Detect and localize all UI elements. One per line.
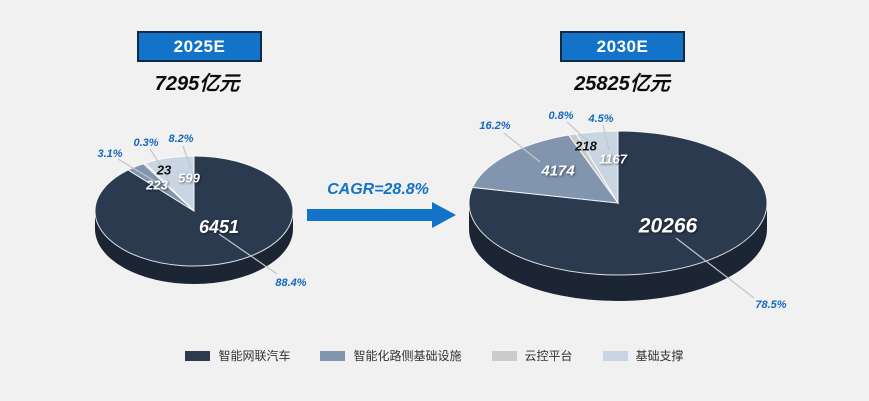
leader-line xyxy=(182,145,192,169)
market-size-2030: 25825亿元 xyxy=(574,73,670,95)
market-size-2025: 7295亿元 xyxy=(154,73,240,95)
slice-percent-label: 0.3% xyxy=(133,137,158,149)
slice-value-label: 223 xyxy=(145,178,168,193)
legend-item-label: 智能网联汽车 xyxy=(218,349,291,363)
legend-swatch-icon xyxy=(320,350,346,361)
legend: 智能网联汽车 智能化路侧基础设施 云控平台 基础支撑 xyxy=(0,347,869,364)
year-badge-2030: 2030E xyxy=(560,31,685,62)
pie-slice-智能化路侧基础设施 xyxy=(471,134,620,204)
legend-item-label: 智能化路侧基础设施 xyxy=(353,349,462,363)
leader-line xyxy=(566,121,589,142)
pie-slice-基础支撑 xyxy=(144,155,195,213)
slice-value-label: 4174 xyxy=(540,163,575,180)
slice-percent-label: 16.2% xyxy=(479,120,510,132)
slice-value-label: 599 xyxy=(178,171,200,186)
cagr-arrow-icon xyxy=(307,202,456,228)
slice-percent-label: 0.8% xyxy=(548,110,573,122)
slice-percent-label: 3.1% xyxy=(97,148,122,160)
pie-side-wall xyxy=(95,211,293,284)
legend-item-2: 云控平台 xyxy=(491,347,573,364)
leader-line xyxy=(218,233,278,275)
slice-percent-label: 78.5% xyxy=(755,299,786,311)
slice-value-label: 6451 xyxy=(199,217,239,237)
pie-side-wall xyxy=(469,203,767,301)
leader-line xyxy=(149,148,169,178)
slice-percent-label: 4.5% xyxy=(587,113,613,125)
slice-percent-label: 88.4% xyxy=(275,277,306,289)
legend-item-3: 基础支撑 xyxy=(602,347,684,364)
legend-item-1: 智能化路侧基础设施 xyxy=(320,347,462,364)
pie-slice-智能网联汽车 xyxy=(468,130,768,276)
legend-item-0: 智能网联汽车 xyxy=(185,347,290,364)
cagr-label: CAGR=28.8% xyxy=(327,181,429,198)
leader-line xyxy=(675,237,755,299)
legend-swatch-icon xyxy=(602,350,628,361)
slice-value-label: 218 xyxy=(574,139,597,154)
leader-line xyxy=(602,124,610,151)
legend-item-label: 基础支撑 xyxy=(635,349,684,363)
slice-value-label: 20266 xyxy=(638,215,698,238)
leader-line xyxy=(117,158,159,184)
legend-swatch-icon xyxy=(491,350,517,361)
slice-value-label: 23 xyxy=(156,163,172,178)
slice-percent-label: 8.2% xyxy=(168,133,193,145)
legend-item-label: 云控平台 xyxy=(524,349,573,363)
leader-line xyxy=(503,132,541,163)
year-badge-2025: 2025E xyxy=(137,31,262,62)
pie-slice-基础支撑 xyxy=(575,130,619,205)
legend-swatch-icon xyxy=(185,350,211,361)
slice-value-label: 1167 xyxy=(599,152,628,167)
